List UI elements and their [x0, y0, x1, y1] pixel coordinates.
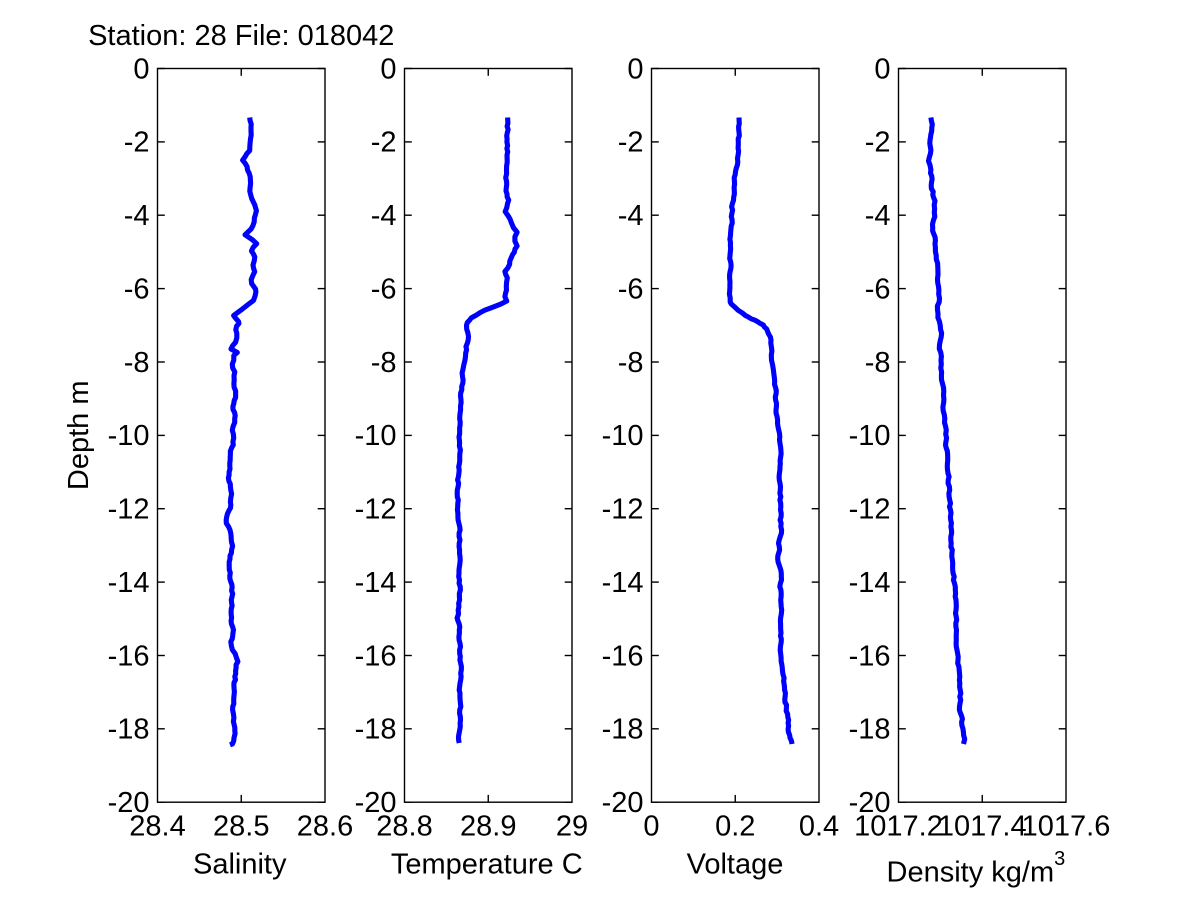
- svg-text:-8: -8: [371, 347, 397, 379]
- svg-text:-6: -6: [865, 273, 891, 305]
- svg-text:0.2: 0.2: [715, 811, 755, 843]
- svg-text:-20: -20: [108, 787, 150, 819]
- svg-text:1017.4: 1017.4: [938, 811, 1027, 843]
- svg-text:28.8: 28.8: [376, 811, 432, 843]
- svg-text:-8: -8: [618, 347, 644, 379]
- svg-text:-20: -20: [849, 787, 891, 819]
- svg-text:-12: -12: [355, 494, 397, 526]
- svg-text:-14: -14: [355, 567, 397, 599]
- svg-text:-6: -6: [124, 273, 150, 305]
- svg-text:0: 0: [643, 811, 659, 843]
- svg-text:-10: -10: [849, 420, 891, 452]
- svg-text:-8: -8: [124, 347, 150, 379]
- svg-text:Voltage: Voltage: [687, 848, 784, 880]
- svg-text:-12: -12: [602, 494, 644, 526]
- svg-text:-16: -16: [849, 640, 891, 672]
- svg-text:Depth m: Depth m: [63, 380, 95, 490]
- svg-text:-2: -2: [371, 127, 397, 159]
- svg-text:-16: -16: [602, 640, 644, 672]
- svg-text:0: 0: [133, 53, 149, 85]
- svg-text:28.9: 28.9: [460, 811, 516, 843]
- svg-text:0: 0: [627, 53, 643, 85]
- svg-text:1017.2: 1017.2: [854, 811, 943, 843]
- svg-text:-18: -18: [355, 714, 397, 746]
- svg-text:0.4: 0.4: [799, 811, 839, 843]
- svg-text:-20: -20: [602, 787, 644, 819]
- svg-text:-12: -12: [108, 494, 150, 526]
- svg-text:-16: -16: [108, 640, 150, 672]
- svg-text:-14: -14: [602, 567, 644, 599]
- svg-text:-14: -14: [108, 567, 150, 599]
- svg-text:Temperature C: Temperature C: [391, 848, 583, 880]
- svg-text:-4: -4: [124, 200, 150, 232]
- svg-text:Station: 28 File: 018042: Station: 28 File: 018042: [88, 20, 394, 52]
- svg-text:-10: -10: [602, 420, 644, 452]
- svg-text:Salinity: Salinity: [193, 848, 287, 880]
- svg-text:-12: -12: [849, 494, 891, 526]
- svg-text:-2: -2: [865, 127, 891, 159]
- svg-text:-4: -4: [618, 200, 644, 232]
- svg-text:-18: -18: [108, 714, 150, 746]
- svg-text:-10: -10: [355, 420, 397, 452]
- svg-text:-20: -20: [355, 787, 397, 819]
- svg-text:-4: -4: [371, 200, 397, 232]
- svg-text:-6: -6: [371, 273, 397, 305]
- svg-text:29: 29: [556, 811, 588, 843]
- svg-text:28.5: 28.5: [213, 811, 269, 843]
- svg-text:-14: -14: [849, 567, 891, 599]
- svg-text:28.4: 28.4: [129, 811, 185, 843]
- svg-text:-8: -8: [865, 347, 891, 379]
- svg-text:-2: -2: [124, 127, 150, 159]
- svg-text:28.6: 28.6: [297, 811, 353, 843]
- svg-text:0: 0: [874, 53, 890, 85]
- svg-text:-16: -16: [355, 640, 397, 672]
- svg-text:0: 0: [380, 53, 396, 85]
- svg-text:-18: -18: [849, 714, 891, 746]
- svg-text:-18: -18: [602, 714, 644, 746]
- svg-text:-6: -6: [618, 273, 644, 305]
- svg-text:1017.6: 1017.6: [1022, 811, 1111, 843]
- svg-text:-2: -2: [618, 127, 644, 159]
- svg-text:-10: -10: [108, 420, 150, 452]
- svg-text:-4: -4: [865, 200, 891, 232]
